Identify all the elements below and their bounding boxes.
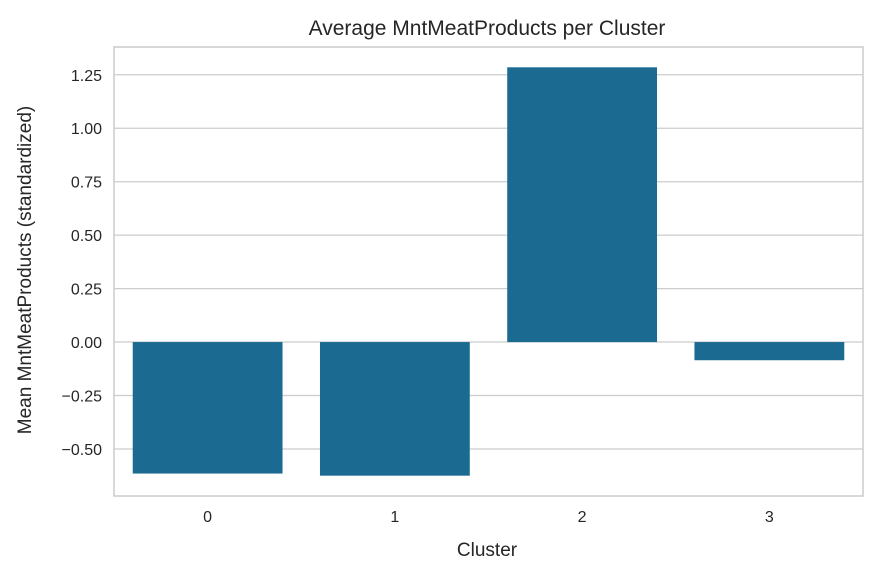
bars (132, 67, 845, 476)
y-tick-label: 0.75 (71, 175, 102, 192)
x-axis-label: Cluster (457, 540, 518, 561)
y-tick-label: 1.25 (71, 68, 102, 85)
plot-frame (113, 46, 864, 497)
x-tick-label: 1 (390, 509, 399, 526)
y-tick-label: 1.00 (71, 121, 102, 138)
x-tick-labels: 0 1 2 3 (203, 509, 774, 526)
y-tick-labels: −0.50 −0.25 0.00 0.25 0.50 0.75 1.00 1.25 (62, 68, 103, 459)
x-tick-label: 0 (203, 509, 212, 526)
y-tick-label: −0.50 (62, 442, 103, 459)
y-axis-label: Mean MntMeatProducts (standardized) (15, 106, 36, 434)
x-tick-label: 3 (765, 509, 774, 526)
x-tick-label: 2 (578, 509, 587, 526)
y-tick-label: 0.00 (71, 335, 102, 352)
bar-cluster-0 (132, 342, 283, 474)
bar-cluster-3 (694, 342, 845, 361)
bar-cluster-2 (507, 67, 658, 343)
bar-cluster-1 (319, 342, 470, 476)
chart-title: Average MntMeatProducts per Cluster (309, 17, 666, 40)
y-tick-label: −0.25 (62, 389, 103, 406)
y-tick-label: 0.25 (71, 282, 102, 299)
y-tick-label: 0.50 (71, 228, 102, 245)
